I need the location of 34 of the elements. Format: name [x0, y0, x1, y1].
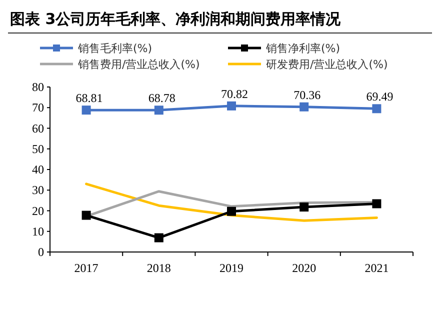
legend-label: 销售毛利率(%) [77, 42, 152, 55]
data-label: 70.82 [221, 86, 248, 101]
y-tick-label: 40 [32, 162, 44, 176]
data-label: 68.78 [148, 91, 176, 106]
point [227, 206, 236, 216]
point [300, 102, 309, 112]
point [82, 210, 91, 220]
data-label: 69.49 [366, 90, 394, 104]
data-label: 70.36 [294, 88, 321, 102]
y-tick-label: 70 [32, 100, 44, 115]
point [154, 106, 164, 115]
data-label: 68.81 [76, 91, 103, 106]
y-tick-label: 10 [32, 224, 44, 238]
y-tick-label: 20 [32, 204, 44, 218]
y-tick-label: 80 [32, 80, 44, 94]
y-tick-label: 30 [32, 183, 44, 198]
y-tick-label: 0 [38, 245, 44, 259]
point [372, 199, 382, 208]
x-tick-label: 2021 [364, 261, 389, 275]
legend-label: 销售费用/营业总收入(%) [77, 58, 200, 71]
point [154, 233, 164, 242]
legend-label: 销售净利率(%) [265, 42, 340, 55]
chart-title: 图表 3公司历年毛利率、净利润和期间费用率情况 [10, 10, 342, 28]
x-tick-label: 2020 [292, 261, 316, 275]
y-tick-label: 50 [32, 142, 44, 156]
point [82, 106, 91, 115]
x-tick-label: 2018 [146, 261, 171, 275]
x-tick-label: 2017 [74, 261, 98, 275]
x-tick-label: 2019 [220, 261, 244, 275]
point [300, 202, 309, 212]
y-tick-label: 60 [32, 121, 44, 136]
point [227, 101, 236, 110]
point [372, 104, 382, 114]
legend-label: 研发费用/营业总收入(%) [266, 58, 388, 71]
